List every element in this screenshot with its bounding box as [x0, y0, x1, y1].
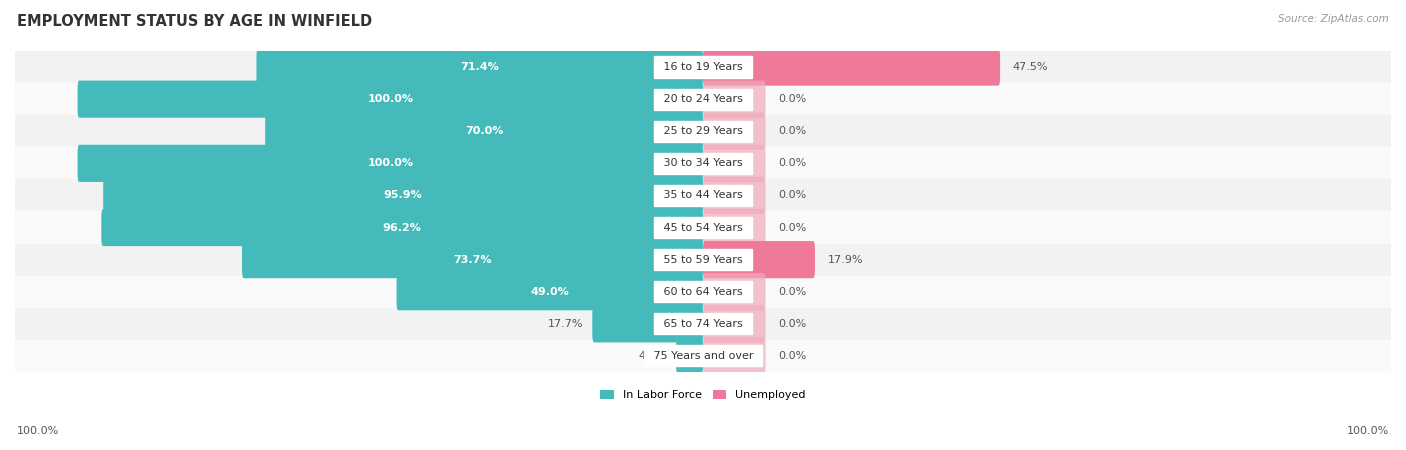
Text: 100.0%: 100.0%	[17, 427, 59, 436]
FancyBboxPatch shape	[703, 273, 765, 310]
Text: 100.0%: 100.0%	[1347, 427, 1389, 436]
FancyBboxPatch shape	[703, 305, 765, 342]
Bar	[15, 180, 1391, 212]
Text: 45 to 54 Years: 45 to 54 Years	[659, 223, 747, 233]
FancyBboxPatch shape	[101, 209, 703, 246]
FancyBboxPatch shape	[266, 112, 703, 150]
FancyBboxPatch shape	[77, 145, 703, 182]
FancyBboxPatch shape	[703, 112, 765, 150]
FancyBboxPatch shape	[703, 338, 765, 374]
FancyBboxPatch shape	[676, 338, 703, 374]
Bar	[15, 243, 1391, 276]
Text: 0.0%: 0.0%	[778, 94, 806, 104]
Bar	[15, 147, 1391, 180]
Text: 35 to 44 Years: 35 to 44 Years	[659, 190, 747, 200]
FancyBboxPatch shape	[703, 241, 815, 278]
Bar	[15, 115, 1391, 147]
Text: 100.0%: 100.0%	[367, 158, 413, 168]
Text: EMPLOYMENT STATUS BY AGE IN WINFIELD: EMPLOYMENT STATUS BY AGE IN WINFIELD	[17, 14, 373, 28]
Text: 16 to 19 Years: 16 to 19 Years	[659, 62, 747, 72]
Text: 60 to 64 Years: 60 to 64 Years	[659, 287, 747, 297]
FancyBboxPatch shape	[703, 49, 1000, 86]
Text: 73.7%: 73.7%	[453, 255, 492, 265]
Legend: In Labor Force, Unemployed: In Labor Force, Unemployed	[596, 386, 810, 405]
FancyBboxPatch shape	[396, 273, 703, 310]
Text: 75 Years and over: 75 Years and over	[650, 351, 756, 361]
Text: 0.0%: 0.0%	[778, 287, 806, 297]
Text: 30 to 34 Years: 30 to 34 Years	[659, 158, 747, 168]
Text: 49.0%: 49.0%	[530, 287, 569, 297]
Text: 71.4%: 71.4%	[460, 62, 499, 72]
Text: 20 to 24 Years: 20 to 24 Years	[659, 94, 747, 104]
Bar	[15, 308, 1391, 340]
Text: 0.0%: 0.0%	[778, 190, 806, 200]
Text: 47.5%: 47.5%	[1012, 62, 1047, 72]
Text: 0.0%: 0.0%	[778, 319, 806, 329]
Bar	[15, 340, 1391, 372]
Text: Source: ZipAtlas.com: Source: ZipAtlas.com	[1278, 14, 1389, 23]
FancyBboxPatch shape	[592, 305, 703, 342]
Text: 0.0%: 0.0%	[778, 223, 806, 233]
Text: 96.2%: 96.2%	[382, 223, 422, 233]
Text: 4.3%: 4.3%	[638, 351, 666, 361]
FancyBboxPatch shape	[703, 81, 765, 118]
Text: 55 to 59 Years: 55 to 59 Years	[659, 255, 747, 265]
FancyBboxPatch shape	[256, 49, 703, 86]
Bar	[15, 276, 1391, 308]
Bar	[15, 51, 1391, 83]
Text: 17.7%: 17.7%	[547, 319, 583, 329]
FancyBboxPatch shape	[77, 81, 703, 118]
Text: 0.0%: 0.0%	[778, 158, 806, 168]
Text: 100.0%: 100.0%	[367, 94, 413, 104]
Text: 0.0%: 0.0%	[778, 351, 806, 361]
Bar	[15, 212, 1391, 243]
Bar	[15, 83, 1391, 115]
Text: 65 to 74 Years: 65 to 74 Years	[659, 319, 747, 329]
FancyBboxPatch shape	[703, 177, 765, 214]
Text: 0.0%: 0.0%	[778, 126, 806, 136]
Text: 95.9%: 95.9%	[384, 190, 422, 200]
Text: 70.0%: 70.0%	[465, 126, 503, 136]
FancyBboxPatch shape	[242, 241, 703, 278]
Text: 17.9%: 17.9%	[828, 255, 863, 265]
FancyBboxPatch shape	[703, 145, 765, 182]
Text: 25 to 29 Years: 25 to 29 Years	[659, 126, 747, 136]
FancyBboxPatch shape	[103, 177, 703, 214]
FancyBboxPatch shape	[703, 209, 765, 246]
